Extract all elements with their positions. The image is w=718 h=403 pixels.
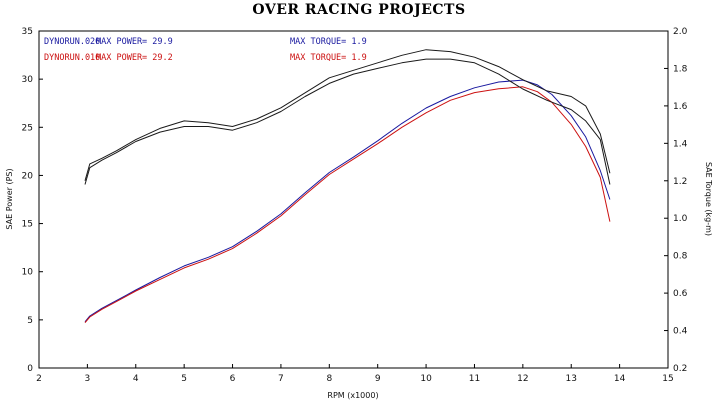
- right-y-tick-label: 2.0: [673, 27, 688, 37]
- legend-power-2: MAX POWER= 29.2: [96, 53, 173, 63]
- right-y-tick-label: 1.6: [673, 102, 688, 112]
- legend-run-2: DYNORUN.010: [44, 53, 100, 63]
- left-y-tick-label: 25: [22, 123, 33, 133]
- x-tick-label: 8: [326, 374, 332, 384]
- left-y-axis: 0 5 10 15 20 25 30 35: [22, 27, 43, 374]
- right-y-tick-label: 1.2: [673, 177, 687, 187]
- right-y-tick-label: 0.2: [673, 364, 687, 374]
- left-y-tick-label: 30: [22, 75, 34, 85]
- left-y-tick-label: 0: [27, 364, 33, 374]
- right-y-axis-label: SAE Torque (kg-m): [704, 162, 713, 236]
- left-y-tick-label: 5: [27, 316, 33, 326]
- right-y-tick-label: 1.8: [673, 64, 688, 74]
- right-y-tick-label: 0.4: [673, 327, 688, 337]
- torque-curve-1: [84, 49, 611, 181]
- legend-torque-2: MAX TORQUE= 1.9: [290, 53, 367, 63]
- x-tick-label: 3: [85, 374, 91, 384]
- right-y-tick-label: 0.6: [673, 289, 688, 299]
- legend-run-1: DYNORUN.020: [44, 37, 100, 47]
- right-y-axis: 0.2 0.4 0.6 0.8 1.0 1.2 1.4 1.6 1.8 2.0: [664, 27, 688, 374]
- left-y-tick-label: 15: [22, 220, 33, 230]
- x-tick-label: 15: [662, 374, 673, 384]
- x-tick-label: 10: [420, 374, 432, 384]
- right-y-tick-label: 1.0: [673, 214, 688, 224]
- left-y-axis-label: SAE Power (PS): [5, 168, 14, 229]
- plot-frame: [38, 30, 669, 369]
- legend: DYNORUN.020 MAX POWER= 29.9 MAX TORQUE= …: [44, 37, 367, 63]
- x-tick-label: 12: [517, 374, 528, 384]
- x-tick-label: 5: [181, 374, 187, 384]
- series-layer: [84, 49, 611, 324]
- x-axis: 2 3 4 5 6 7 8 9 10 11 12 13 14 15: [36, 364, 674, 384]
- x-tick-label: 11: [469, 374, 480, 384]
- power-curve-1: [84, 79, 611, 323]
- legend-power-1: MAX POWER= 29.9: [96, 37, 173, 47]
- x-tick-label: 13: [566, 374, 577, 384]
- legend-torque-1: MAX TORQUE= 1.9: [290, 37, 367, 47]
- x-tick-label: 14: [614, 374, 626, 384]
- right-y-tick-label: 0.8: [673, 252, 688, 262]
- torque-curve-2: [84, 58, 611, 185]
- left-y-tick-label: 10: [22, 268, 34, 278]
- power-curve-2: [84, 86, 611, 324]
- chart-title: OVER RACING PROJECTS: [252, 2, 465, 18]
- x-tick-label: 9: [375, 374, 381, 384]
- left-y-tick-label: 20: [22, 171, 34, 181]
- x-tick-label: 4: [133, 374, 139, 384]
- x-tick-label: 7: [278, 374, 284, 384]
- x-tick-label: 6: [230, 374, 236, 384]
- left-y-tick-label: 35: [22, 27, 33, 37]
- x-axis-label: RPM (x1000): [327, 391, 378, 400]
- x-tick-label: 2: [36, 374, 42, 384]
- right-y-tick-label: 1.4: [673, 139, 688, 149]
